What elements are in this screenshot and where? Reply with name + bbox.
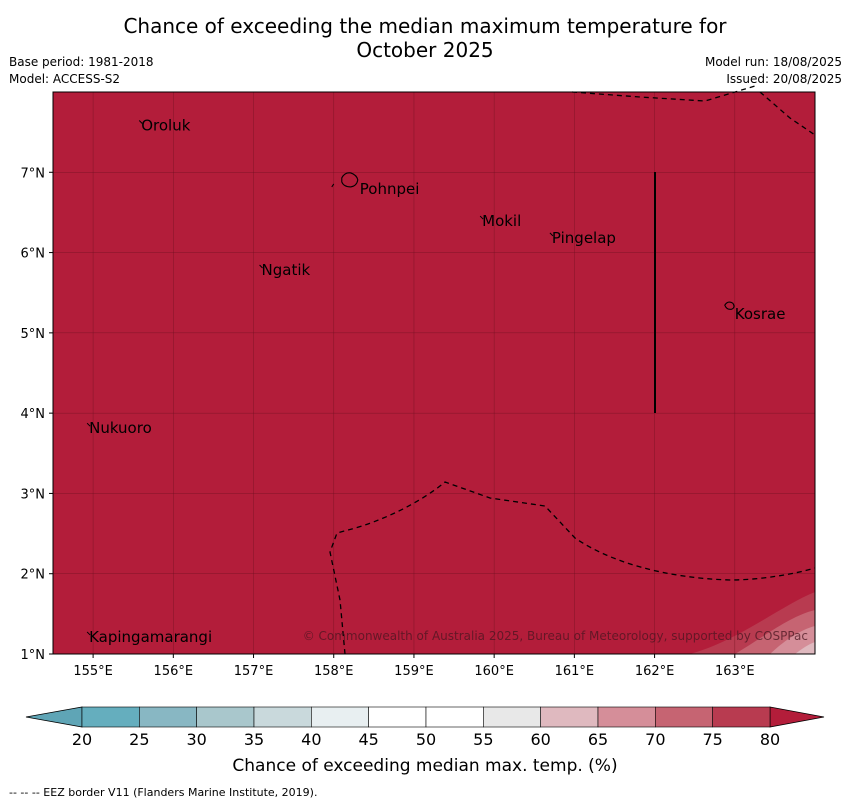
colorbar-segments [25,706,825,728]
island-marker-kapingamarangi [86,631,91,636]
island-marker-pingelap [549,232,554,237]
meta-left: Base period: 1981-2018 Model: ACCESS-S2 [9,54,154,88]
colorbar-segment-50 [425,706,484,728]
colorbar-label: Chance of exceeding median max. temp. (%… [232,756,618,776]
island-marker-nukuoro [86,422,91,427]
xtick-label-155: 155°E [73,664,113,679]
ytick-label-3: 3°N [21,487,46,502]
ytick-label-5: 5°N [21,327,46,342]
colorbar-segment-20 [81,706,140,728]
island-shape-kosrae [724,301,735,310]
colorbar-tick-55: 55 [473,730,493,749]
colorbar-tick-20: 20 [72,730,92,749]
colorbar-segment-65 [597,706,656,728]
xtick-label-158: 158°E [314,664,354,679]
shade-band-65 [770,626,815,654]
island-label-oroluk: Oroluk [141,117,190,135]
colorbar-segment-40 [311,706,369,728]
island-label-kosrae: Kosrae [735,305,786,323]
map-frame [52,91,816,655]
ytick-label-1: 1°N [21,648,46,663]
island-marker-oroluk [138,120,143,124]
colorbar-tick-50: 50 [416,730,436,749]
colorbar-segment-25 [139,706,197,728]
title-line-1: Chance of exceeding the median maximum t… [123,14,727,38]
map: Oroluk Pohnpei Mokil Pingelap Ngatik Kosrae Nu… [21,85,816,679]
meta-right: Model run: 18/08/2025 Issued: 20/08/2025 [705,54,842,88]
colorbar-segment-55 [483,706,541,728]
colorbar-segment-70 [655,706,713,728]
eez-borders [329,85,816,655]
colorbar-tick-75: 75 [702,730,722,749]
base-period: Base period: 1981-2018 [9,55,154,69]
colorbar-segment-45 [368,706,427,728]
colorbar-tick-45: 45 [358,730,378,749]
colorbar-tick-30: 30 [186,730,206,749]
island-label-kapingamarangi: Kapingamarangi [89,628,212,646]
colorbar-segment-60 [540,706,599,728]
colorbar: 20 25 30 35 40 45 50 55 60 65 70 75 80 [25,706,825,749]
island-marker-mokil [479,215,484,220]
ytick-label-6: 6°N [21,247,46,262]
map-background [53,92,815,654]
ytick-label-2: 2°N [21,568,46,583]
colorbar-under-arrow [25,706,83,728]
xtick-label-161: 161°E [555,664,595,679]
copyright-notice: © Commonwealth of Australia 2025, Bureau… [303,629,808,643]
colorbar-tick-80: 80 [760,730,780,749]
latitude-ticks: 7°N 6°N 5°N 4°N 3°N 2°N 1°N [21,166,53,663]
xtick-label-162: 162°E [635,664,675,679]
colorbar-segment-75 [712,706,771,728]
eez-legend: -- -- -- EEZ border V11 (Flanders Marine… [9,786,318,799]
model-run: Model run: 18/08/2025 [704,55,842,69]
map-title: Chance of exceeding the median maximum t… [0,14,850,62]
island-labels: Oroluk Pohnpei Mokil Pingelap Ngatik Kosrae Nu… [86,117,786,646]
colorbar-over-arrow [769,706,825,728]
xtick-label-157: 157°E [234,664,274,679]
colorbar-tick-40: 40 [301,730,321,749]
xtick-label-163: 163°E [715,664,755,679]
eez-border-northeast [759,91,816,136]
colorbar-tick-25: 25 [129,730,149,749]
island-label-pingelap: Pingelap [552,229,616,247]
issued-date: Issued: 20/08/2025 [726,72,842,86]
colorbar-segment-35 [253,706,312,728]
shade-band-60 [795,642,815,654]
xtick-label-156: 156°E [154,664,194,679]
colorbar-tick-65: 65 [588,730,608,749]
colorbar-ticks: 20 25 30 35 40 45 50 55 60 65 70 75 80 [72,730,780,749]
longitude-ticks: 155°E 156°E 157°E 158°E 159°E 160°E 161°E 162°E… [73,654,755,679]
colorbar-tick-60: 60 [530,730,550,749]
island-marker-ngatik [259,264,263,269]
colorbar-segment-30 [196,706,255,728]
title-line-2: October 2025 [356,38,494,62]
island-label-nukuoro: Nukuoro [89,419,152,437]
island-label-mokil: Mokil [482,212,521,230]
xtick-label-160: 160°E [474,664,514,679]
island-label-pohnpei: Pohnpei [360,180,420,198]
island-shape-pohnpei [341,172,359,188]
ytick-label-7: 7°N [21,166,46,181]
eez-border-south [329,481,816,655]
map-gridlines [53,92,815,655]
island-label-ngatik: Ngatik [262,261,311,279]
model-name: Model: ACCESS-S2 [9,72,121,86]
eez-border-north [571,85,756,102]
colorbar-tick-35: 35 [244,730,264,749]
ytick-label-4: 4°N [21,407,46,422]
xtick-label-159: 159°E [394,664,434,679]
island-shape-ant [331,183,335,188]
colorbar-tick-70: 70 [645,730,665,749]
probability-shading [690,592,815,654]
